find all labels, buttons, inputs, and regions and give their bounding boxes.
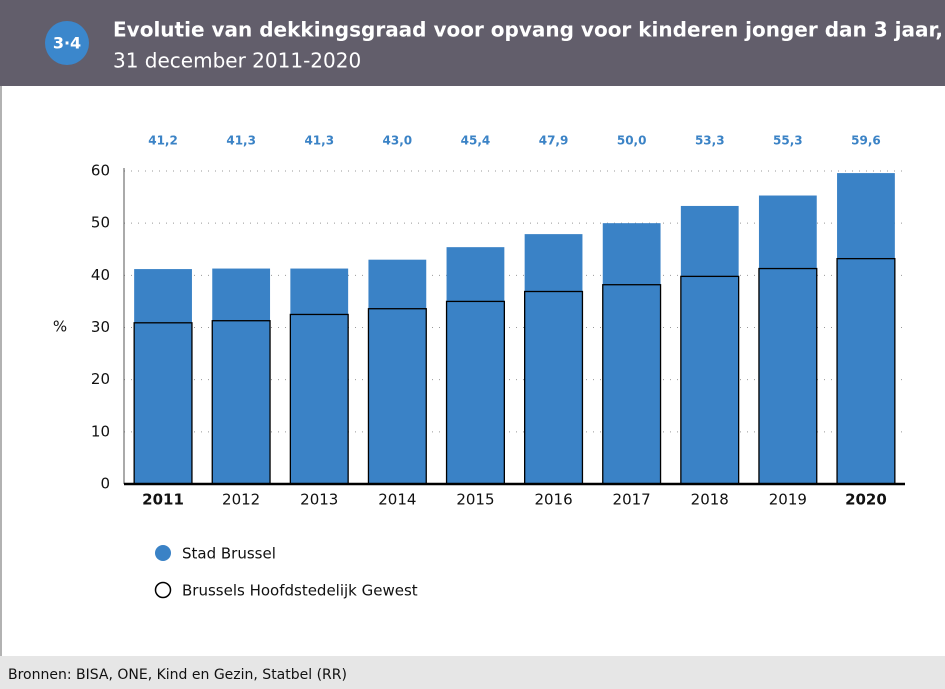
- x-tick-label: 2019: [769, 491, 807, 509]
- bar: [134, 269, 192, 484]
- legend-marker: [154, 581, 172, 599]
- y-tick-label: 60: [91, 162, 110, 180]
- header: [0, 0, 945, 86]
- bar: [680, 205, 739, 484]
- bar: [837, 173, 895, 484]
- value-label: 43,0: [383, 134, 413, 148]
- bar: [290, 268, 349, 484]
- bar: [758, 195, 817, 485]
- bar: [602, 223, 661, 484]
- x-tick-label: 2015: [456, 491, 494, 509]
- y-axis-label: %: [53, 318, 67, 336]
- badge-text: 3·4: [53, 34, 81, 53]
- bar: [446, 247, 505, 484]
- footer: [0, 656, 945, 689]
- value-label: 41,3: [226, 134, 256, 148]
- value-label: 41,3: [304, 134, 334, 148]
- bar: [368, 259, 427, 484]
- legend-label: Brussels Hoofdstedelijk Gewest: [182, 582, 418, 600]
- x-tick-label: 2020: [845, 491, 887, 509]
- x-tick-label: 2014: [378, 491, 416, 509]
- value-label: 55,3: [773, 134, 803, 148]
- x-tick-label: 2016: [534, 491, 572, 509]
- source: Bronnen: BISA, ONE, Kind en Gezin, Statb…: [8, 667, 347, 683]
- chart-subtitle: 31 december 2011-2020: [113, 49, 361, 73]
- value-label: 47,9: [539, 134, 569, 148]
- x-tick-label: 2018: [691, 491, 729, 509]
- x-tick-label: 2017: [613, 491, 651, 509]
- x-tick-label: 2011: [142, 491, 184, 509]
- value-label: 45,4: [461, 134, 491, 148]
- y-tick-label: 20: [91, 370, 110, 388]
- legend-label: Stad Brussel: [182, 545, 276, 563]
- y-tick-label: 40: [91, 266, 110, 284]
- bar: [212, 268, 271, 484]
- bar: [524, 234, 583, 484]
- y-tick-label: 10: [91, 422, 110, 440]
- badge: [45, 21, 89, 65]
- value-label: 53,3: [695, 134, 725, 148]
- value-label: 41,2: [148, 134, 178, 148]
- legend-marker: [155, 545, 171, 561]
- y-tick-label: 30: [91, 318, 110, 336]
- y-tick-label: 0: [100, 475, 110, 493]
- value-label: 59,6: [851, 134, 881, 148]
- x-tick-label: 2012: [222, 491, 260, 509]
- x-tick-label: 2013: [300, 491, 338, 509]
- value-label: 50,0: [617, 134, 647, 148]
- chart-title: Evolutie van dekkingsgraad voor opvang v…: [113, 18, 943, 42]
- y-tick-label: 50: [91, 214, 110, 232]
